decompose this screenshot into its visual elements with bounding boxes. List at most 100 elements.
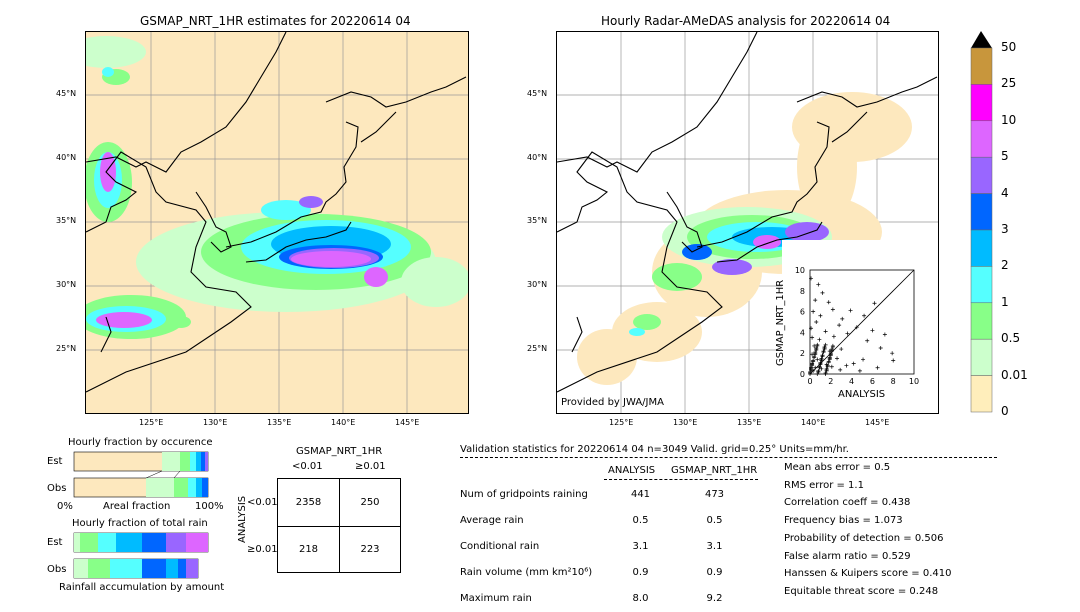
right-coastline bbox=[557, 32, 938, 393]
scatter-point bbox=[857, 368, 862, 373]
validation-score: False alarm ratio = 0.529 bbox=[784, 550, 911, 562]
validation-score: Correlation coeff = 0.438 bbox=[784, 497, 911, 509]
total-rain-bars bbox=[73, 532, 209, 579]
validation-header: Validation statistics for 20220614 04 n=… bbox=[460, 444, 849, 455]
validation-score: RMS error = 1.1 bbox=[784, 479, 864, 491]
validation-score: Hanssen & Kuipers score = 0.410 bbox=[784, 568, 952, 580]
left-lon-140: 140°E bbox=[331, 418, 356, 427]
scatter-point bbox=[815, 357, 820, 362]
scatter-point bbox=[854, 325, 859, 330]
left-lon-130: 130°E bbox=[203, 418, 228, 427]
right-lat-45: 45°N bbox=[527, 89, 548, 98]
scatter-point bbox=[817, 364, 822, 369]
scatter-point bbox=[831, 334, 836, 339]
radar-credit: Provided by JWA/JMA bbox=[561, 397, 664, 408]
scatter-point bbox=[838, 367, 843, 372]
validation-analysis: 441 bbox=[630, 489, 651, 500]
scatter-xtick: 2 bbox=[828, 377, 833, 386]
colorbar-swatch bbox=[970, 156, 993, 194]
validation-gsmap: 473 bbox=[704, 489, 725, 500]
scatter-point bbox=[865, 338, 870, 343]
right-lon-130: 130°E bbox=[673, 418, 698, 427]
total-rain-title: Hourly fraction of total rain bbox=[72, 518, 208, 529]
cell-fn: 218 bbox=[298, 544, 319, 555]
validation-gsmap: 0.9 bbox=[706, 567, 723, 578]
scatter-point bbox=[818, 360, 823, 365]
scatter-ytick: 2 bbox=[800, 349, 805, 358]
scatter-point bbox=[823, 342, 828, 347]
cell-fp: 250 bbox=[360, 497, 380, 508]
scatter-point bbox=[828, 351, 833, 356]
total-rain-footer: Rainfall accumulation by amount bbox=[59, 582, 225, 593]
left-lat-40: 40°N bbox=[56, 153, 77, 162]
colorbar-swatch bbox=[970, 302, 993, 340]
contingency-table: 2358 250 218 223 bbox=[277, 478, 401, 573]
scatter-point bbox=[809, 276, 814, 281]
left-lat-45: 45°N bbox=[56, 89, 77, 98]
total-est-label: Est bbox=[47, 537, 63, 548]
contingency-title: GSMAP_NRT_1HR bbox=[296, 446, 383, 457]
colorbar-swatch bbox=[970, 338, 993, 376]
colorbar-label: 50 bbox=[1001, 40, 1017, 54]
colorbar-label: 0 bbox=[1001, 404, 1009, 418]
right-lat-30: 30°N bbox=[527, 280, 548, 289]
scatter-point bbox=[809, 326, 814, 331]
scatter-point bbox=[816, 368, 821, 373]
right-map-canvas bbox=[557, 32, 938, 413]
colorbar-label: 0.01 bbox=[1001, 367, 1028, 382]
colorbar-swatch bbox=[970, 120, 993, 158]
scatter-point bbox=[848, 308, 853, 313]
scatter-point bbox=[823, 370, 828, 375]
scatter-point bbox=[814, 346, 819, 350]
cell-tn: 2358 bbox=[295, 497, 322, 508]
scatter-point bbox=[820, 353, 825, 358]
scatter-point bbox=[815, 372, 820, 376]
scatter-point bbox=[812, 354, 817, 359]
right-lon-140: 140°E bbox=[801, 418, 826, 427]
validation-score: Probability of detection = 0.506 bbox=[784, 532, 944, 544]
colorbar-label: 25 bbox=[1001, 76, 1017, 91]
scatter-ytick: 6 bbox=[800, 308, 805, 317]
cols-divider bbox=[604, 479, 758, 480]
scatter-point bbox=[820, 290, 825, 295]
contingency-row-lt: <0.01 bbox=[247, 497, 278, 508]
colorbar-label: 3 bbox=[1001, 222, 1009, 236]
validation-analysis: 0.5 bbox=[632, 515, 649, 526]
validation-label: Average rain bbox=[460, 515, 524, 526]
scatter-point bbox=[826, 300, 831, 305]
scatter-point bbox=[813, 365, 818, 370]
validation-divider bbox=[460, 457, 997, 458]
right-lat-25: 25°N bbox=[527, 344, 548, 353]
occurrence-title: Hourly fraction by occurence bbox=[68, 437, 213, 448]
axis-right: 100% bbox=[195, 501, 224, 512]
scatter-point bbox=[845, 331, 850, 336]
contingency-col-lt: <0.01 bbox=[292, 461, 323, 472]
colorbar-swatch bbox=[970, 193, 993, 231]
scatter-point bbox=[821, 349, 826, 354]
scatter-point bbox=[815, 342, 820, 347]
scatter-point bbox=[870, 328, 875, 333]
scatter-point bbox=[829, 347, 834, 352]
scatter-diagonal bbox=[809, 269, 915, 375]
left-coastline bbox=[86, 32, 467, 393]
colorbar-label: 5 bbox=[1001, 149, 1009, 164]
left-lon-145: 145°E bbox=[395, 418, 420, 427]
scatter-point bbox=[818, 313, 823, 318]
scatter-point bbox=[872, 301, 877, 306]
axis-mid: Areal fraction bbox=[103, 501, 171, 512]
left-lat-35: 35°N bbox=[56, 216, 77, 225]
validation-score: Equitable threat score = 0.248 bbox=[784, 585, 939, 597]
col-gsmap: GSMAP_NRT_1HR bbox=[671, 465, 758, 476]
scatter-point bbox=[829, 364, 834, 369]
scatter-point bbox=[878, 346, 883, 350]
scatter-point bbox=[808, 369, 812, 374]
scatter-point bbox=[840, 316, 845, 321]
colorbar-label: 2 bbox=[1001, 258, 1009, 273]
right-lon-145: 145°E bbox=[865, 418, 890, 427]
scatter-xtick: 0 bbox=[807, 377, 812, 386]
scatter-point bbox=[824, 366, 829, 371]
scatter-point bbox=[839, 347, 844, 352]
scatter-xtick: 4 bbox=[849, 377, 854, 386]
scatter-point bbox=[890, 351, 895, 356]
validation-gsmap: 9.2 bbox=[706, 593, 723, 604]
